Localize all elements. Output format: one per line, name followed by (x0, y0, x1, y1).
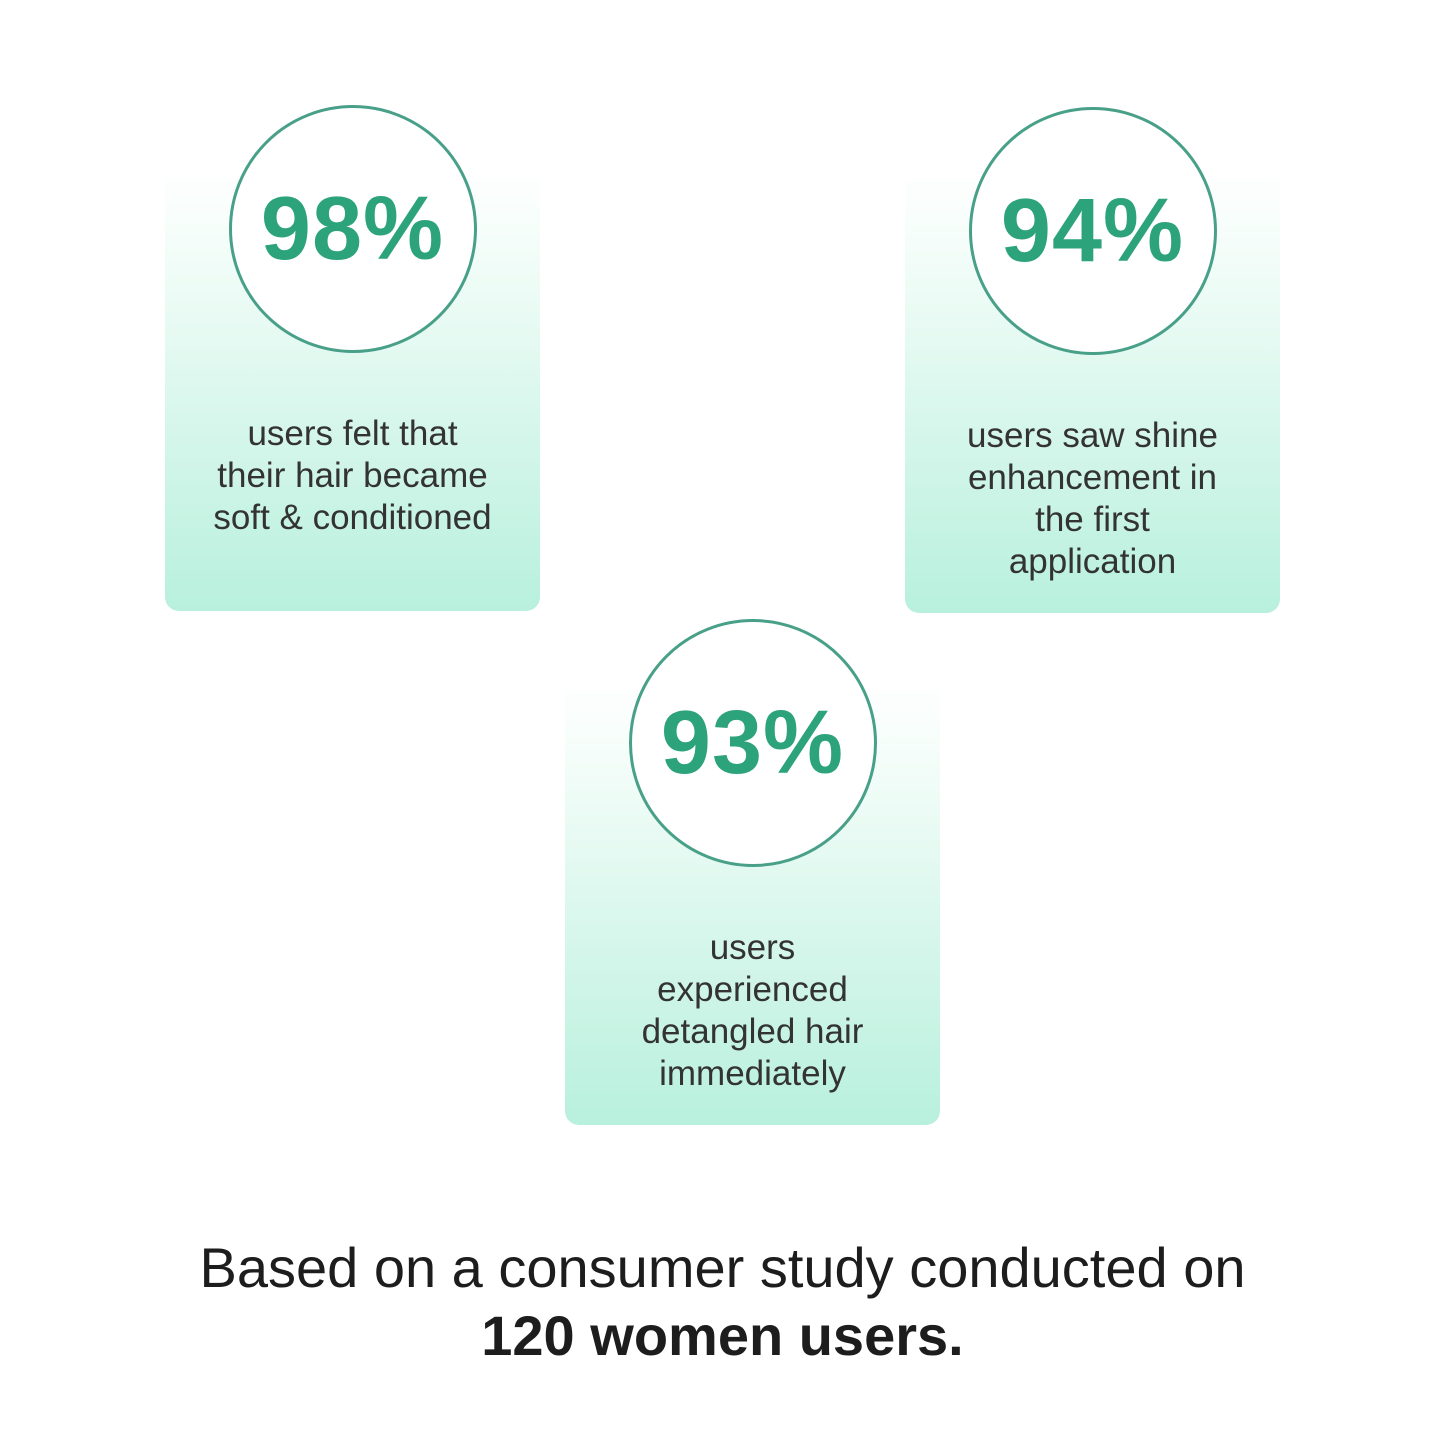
stat-description: users felt that their hair became soft &… (213, 414, 492, 537)
percent-circle: 93% (628, 619, 877, 867)
study-note-line1: Based on a consumer study conducted on (199, 1236, 1246, 1299)
study-note-line2: 120 women users. (481, 1304, 964, 1368)
percent-circle: 98% (228, 105, 477, 353)
stat-card-detangled-hair: 93% users experienced detangled hair imm… (565, 619, 940, 1125)
stat-card-soft-conditioned: 98% users felt that their hair became so… (165, 105, 540, 611)
percent-value: 98% (260, 179, 445, 279)
stat-card-shine-enhancement: 94% users saw shine enhancement in the f… (905, 107, 1280, 613)
stat-description: users experienced detangled hair immedia… (641, 928, 864, 1093)
percent-value: 93% (660, 693, 845, 793)
percent-circle: 94% (968, 107, 1217, 355)
study-note: Based on a consumer study conducted on 1… (0, 1234, 1445, 1371)
stat-description: users saw shine enhancement in the first… (967, 416, 1218, 581)
percent-value: 94% (1000, 181, 1185, 281)
